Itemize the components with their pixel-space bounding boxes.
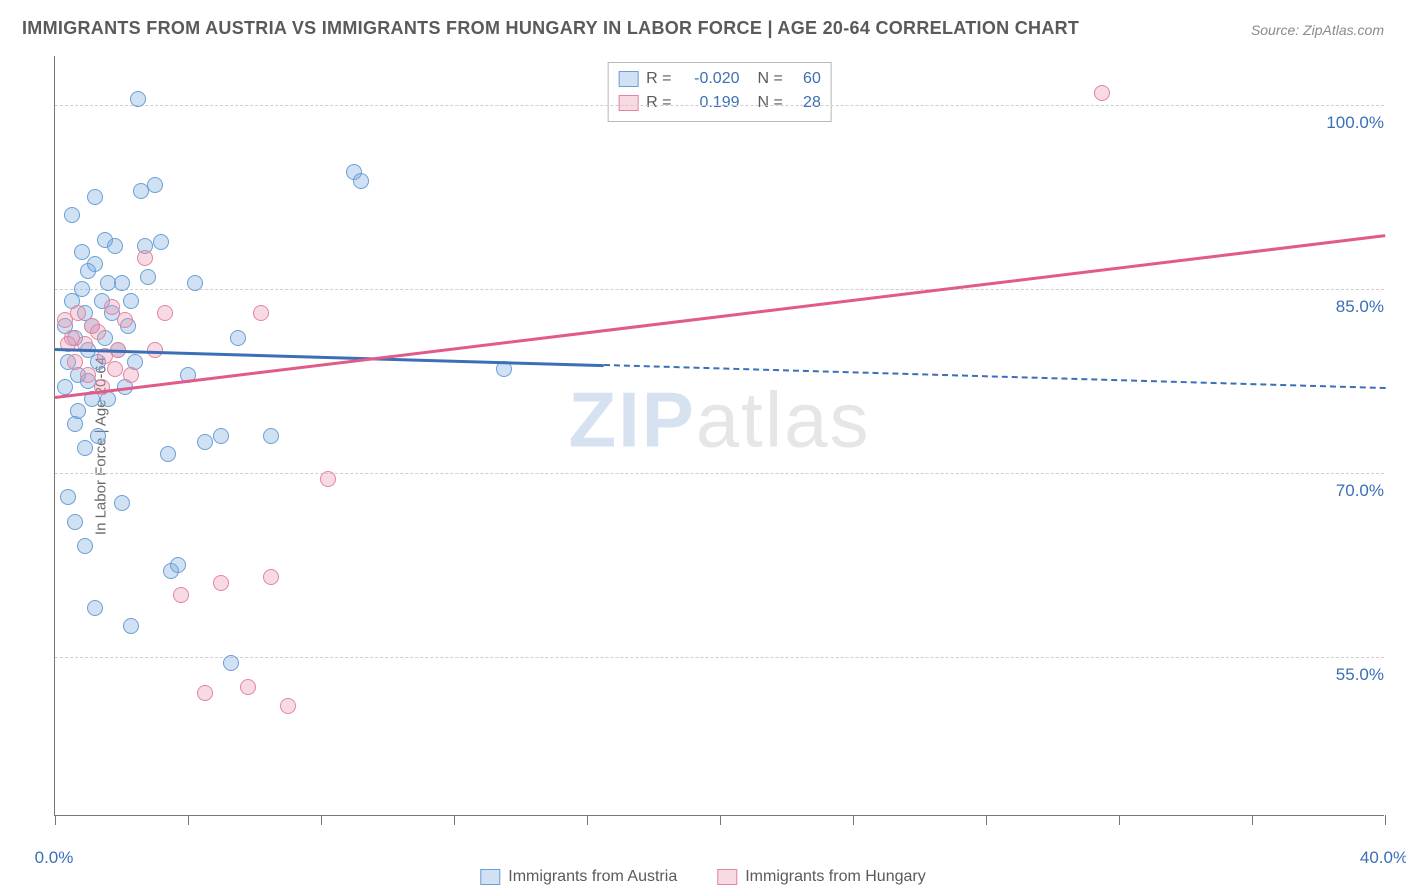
y-tick-label: 55.0% bbox=[1314, 665, 1384, 685]
data-point bbox=[240, 679, 256, 695]
y-tick-label: 100.0% bbox=[1314, 113, 1384, 133]
watermark-primary: ZIP bbox=[568, 376, 695, 464]
data-point bbox=[74, 281, 90, 297]
data-point bbox=[140, 269, 156, 285]
data-point bbox=[130, 91, 146, 107]
data-point bbox=[77, 440, 93, 456]
trend-line bbox=[604, 364, 1385, 389]
x-tick bbox=[55, 815, 56, 825]
watermark: ZIPatlas bbox=[568, 375, 870, 466]
data-point bbox=[280, 698, 296, 714]
data-point bbox=[123, 367, 139, 383]
data-point bbox=[104, 299, 120, 315]
data-point bbox=[157, 305, 173, 321]
data-point bbox=[64, 207, 80, 223]
data-point bbox=[90, 428, 106, 444]
y-tick-label: 85.0% bbox=[1314, 297, 1384, 317]
data-point bbox=[74, 244, 90, 260]
r-value: 0.199 bbox=[680, 94, 740, 112]
correlation-legend: R = -0.020 N = 60 R = 0.199 N = 28 bbox=[607, 62, 832, 122]
data-point bbox=[160, 446, 176, 462]
x-tick bbox=[853, 815, 854, 825]
data-point bbox=[170, 557, 186, 573]
data-point bbox=[77, 538, 93, 554]
watermark-secondary: atlas bbox=[696, 376, 871, 464]
data-point bbox=[107, 361, 123, 377]
data-point bbox=[117, 312, 133, 328]
data-point bbox=[197, 685, 213, 701]
x-tick bbox=[587, 815, 588, 825]
r-label: R = bbox=[646, 70, 671, 88]
data-point bbox=[100, 275, 116, 291]
chart-title: IMMIGRANTS FROM AUSTRIA VS IMMIGRANTS FR… bbox=[22, 18, 1079, 39]
data-point bbox=[153, 234, 169, 250]
data-point bbox=[223, 655, 239, 671]
n-label: N = bbox=[758, 94, 783, 112]
gridline-h bbox=[55, 473, 1384, 474]
x-tick-label: 40.0% bbox=[1360, 848, 1406, 868]
gridline-h bbox=[55, 105, 1384, 106]
gridline-h bbox=[55, 657, 1384, 658]
legend-swatch bbox=[618, 95, 638, 111]
data-point bbox=[173, 587, 189, 603]
data-point bbox=[87, 600, 103, 616]
x-tick bbox=[321, 815, 322, 825]
plot-area: ZIPatlas R = -0.020 N = 60 R = 0.199 N = 28 bbox=[54, 56, 1384, 816]
data-point bbox=[353, 173, 369, 189]
x-tick bbox=[1119, 815, 1120, 825]
x-tick-label: 0.0% bbox=[35, 848, 74, 868]
data-point bbox=[114, 495, 130, 511]
x-tick bbox=[720, 815, 721, 825]
data-point bbox=[1094, 85, 1110, 101]
data-point bbox=[320, 471, 336, 487]
series-name: Immigrants from Hungary bbox=[745, 868, 926, 886]
data-point bbox=[80, 367, 96, 383]
legend-swatch bbox=[480, 869, 500, 885]
legend-item: Immigrants from Hungary bbox=[717, 868, 926, 886]
data-point bbox=[263, 569, 279, 585]
x-tick bbox=[986, 815, 987, 825]
data-point bbox=[67, 514, 83, 530]
n-value: 28 bbox=[791, 94, 821, 112]
x-tick bbox=[454, 815, 455, 825]
y-tick-label: 70.0% bbox=[1314, 481, 1384, 501]
legend-swatch bbox=[717, 869, 737, 885]
r-label: R = bbox=[646, 94, 671, 112]
series-legend: Immigrants from Austria Immigrants from H… bbox=[480, 868, 925, 886]
legend-item: Immigrants from Austria bbox=[480, 868, 677, 886]
data-point bbox=[197, 434, 213, 450]
series-name: Immigrants from Austria bbox=[508, 868, 677, 886]
data-point bbox=[57, 379, 73, 395]
source-label: Source: ZipAtlas.com bbox=[1251, 22, 1384, 38]
data-point bbox=[263, 428, 279, 444]
data-point bbox=[123, 293, 139, 309]
data-point bbox=[187, 275, 203, 291]
gridline-h bbox=[55, 289, 1384, 290]
legend-row: R = -0.020 N = 60 bbox=[618, 67, 821, 91]
data-point bbox=[213, 575, 229, 591]
data-point bbox=[60, 489, 76, 505]
n-label: N = bbox=[758, 70, 783, 88]
r-value: -0.020 bbox=[680, 70, 740, 88]
data-point bbox=[123, 618, 139, 634]
data-point bbox=[97, 232, 113, 248]
x-tick bbox=[188, 815, 189, 825]
data-point bbox=[80, 263, 96, 279]
x-tick bbox=[1385, 815, 1386, 825]
data-point bbox=[90, 324, 106, 340]
data-point bbox=[253, 305, 269, 321]
data-point bbox=[70, 305, 86, 321]
data-point bbox=[147, 177, 163, 193]
data-point bbox=[67, 354, 83, 370]
x-tick bbox=[1252, 815, 1253, 825]
data-point bbox=[70, 403, 86, 419]
data-point bbox=[87, 189, 103, 205]
legend-swatch bbox=[618, 71, 638, 87]
data-point bbox=[137, 250, 153, 266]
legend-row: R = 0.199 N = 28 bbox=[618, 91, 821, 115]
n-value: 60 bbox=[791, 70, 821, 88]
data-point bbox=[230, 330, 246, 346]
data-point bbox=[213, 428, 229, 444]
